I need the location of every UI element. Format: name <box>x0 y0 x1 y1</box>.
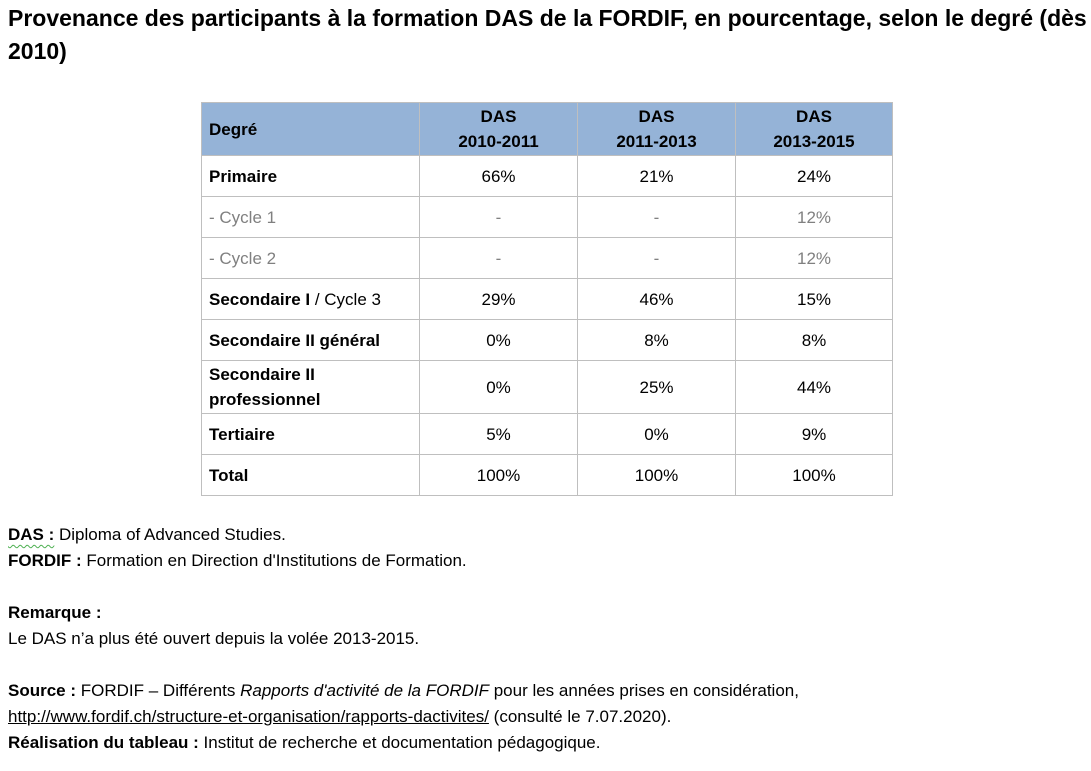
remark-heading: Remarque : <box>8 603 102 622</box>
table-row: Tertiaire 5% 0% 9% <box>201 413 893 455</box>
page-title: Provenance des participants à la formati… <box>8 5 1087 64</box>
table-row: Secondaire II professionnel 0% 25% 44% <box>201 360 893 414</box>
header-das-2010-2011: DAS 2010-2011 <box>419 102 578 156</box>
cell-value: 29% <box>419 278 578 320</box>
cell-value: 9% <box>735 413 893 455</box>
row-label: Total <box>201 454 420 496</box>
spacer <box>8 652 799 678</box>
cell-value: 12% <box>735 196 893 238</box>
cell-value: 15% <box>735 278 893 320</box>
cell-value: - <box>577 237 736 279</box>
cell-value: 8% <box>577 319 736 361</box>
cell-value: 66% <box>419 155 578 197</box>
table-row-total: Total 100% 100% 100% <box>201 454 893 496</box>
notes-section: DAS : Diploma of Advanced Studies. FORDI… <box>8 522 799 756</box>
row-label: Tertiaire <box>201 413 420 455</box>
cell-value: 46% <box>577 278 736 320</box>
participants-table: Degré DAS 2010-2011 DAS 2011-2013 DAS 20… <box>201 102 893 496</box>
cell-value: 0% <box>419 360 578 414</box>
header-das-2013-2015: DAS 2013-2015 <box>735 102 893 156</box>
realisation-line: Réalisation du tableau : Institut de rec… <box>8 733 601 752</box>
row-label: Secondaire II général <box>201 319 420 361</box>
cell-value: 100% <box>735 454 893 496</box>
row-label: Primaire <box>201 155 420 197</box>
table-header-row: Degré DAS 2010-2011 DAS 2011-2013 DAS 20… <box>201 102 893 156</box>
cell-value: 12% <box>735 237 893 279</box>
cell-value: 0% <box>577 413 736 455</box>
row-label: Secondaire I / Cycle 3 <box>201 278 420 320</box>
cell-value: 8% <box>735 319 893 361</box>
header-das-2011-2013: DAS 2011-2013 <box>577 102 736 156</box>
cell-value: 44% <box>735 360 893 414</box>
cell-value: 25% <box>577 360 736 414</box>
cell-value: - <box>419 196 578 238</box>
cell-value: 21% <box>577 155 736 197</box>
cell-value: - <box>577 196 736 238</box>
source-link-line: http://www.fordif.ch/structure-et-organi… <box>8 707 672 726</box>
table-row: Secondaire II général 0% 8% 8% <box>201 319 893 361</box>
remark-text: Le DAS n’a plus été ouvert depuis la vol… <box>8 629 420 648</box>
row-label: - Cycle 1 <box>201 196 420 238</box>
table-row: Primaire 66% 21% 24% <box>201 155 893 197</box>
cell-value: 100% <box>419 454 578 496</box>
table-row: - Cycle 1 - - 12% <box>201 196 893 238</box>
spacer <box>8 574 799 600</box>
header-degree: Degré <box>201 102 420 156</box>
source-link[interactable]: http://www.fordif.ch/structure-et-organi… <box>8 707 489 726</box>
table-row: - Cycle 2 - - 12% <box>201 237 893 279</box>
table-row: Secondaire I / Cycle 3 29% 46% 15% <box>201 278 893 320</box>
row-label: Secondaire II professionnel <box>201 360 420 414</box>
cell-value: 5% <box>419 413 578 455</box>
source-line: Source : FORDIF – Différents Rapports d'… <box>8 681 799 700</box>
cell-value: 0% <box>419 319 578 361</box>
note-das: DAS : Diploma of Advanced Studies. <box>8 525 286 544</box>
cell-value: - <box>419 237 578 279</box>
cell-value: 24% <box>735 155 893 197</box>
note-fordif: FORDIF : Formation en Direction d'Instit… <box>8 551 467 570</box>
row-label: - Cycle 2 <box>201 237 420 279</box>
cell-value: 100% <box>577 454 736 496</box>
